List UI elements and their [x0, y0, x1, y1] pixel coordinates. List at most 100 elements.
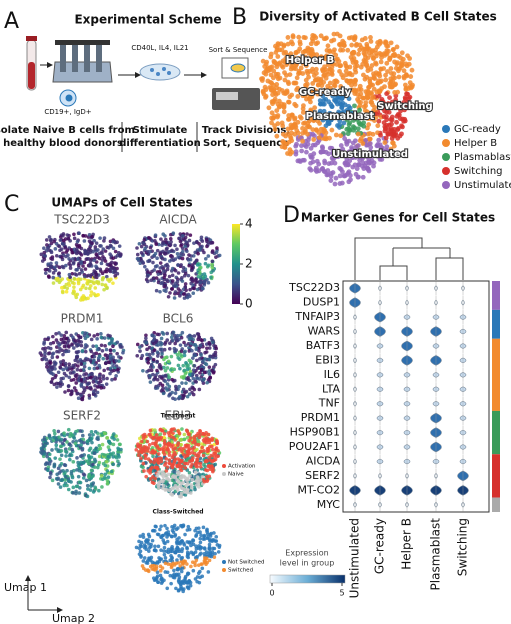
cell-point	[176, 588, 181, 593]
cell-point	[78, 480, 83, 485]
cell-point	[56, 370, 61, 375]
cell-point	[205, 530, 210, 534]
cell-point	[90, 235, 94, 239]
cell-point	[139, 459, 143, 463]
cell-point	[201, 438, 206, 442]
cell-point	[83, 274, 87, 279]
cell-point	[177, 463, 182, 468]
cell-point	[361, 72, 366, 78]
cell-point	[146, 270, 150, 274]
cell-point	[387, 95, 392, 100]
cell-point	[175, 567, 180, 572]
cell-point	[99, 332, 103, 336]
cell-point	[70, 271, 75, 276]
cell-point	[311, 151, 317, 157]
cell-point	[210, 436, 214, 441]
cell-point	[162, 445, 166, 449]
cell-point	[207, 445, 212, 449]
cell-point	[173, 341, 177, 346]
cell-point	[204, 362, 209, 367]
cell-point	[181, 363, 186, 368]
cell-point	[47, 433, 52, 438]
cell-point	[59, 380, 63, 384]
cell-point	[151, 357, 156, 362]
cell-point	[293, 50, 299, 56]
cell-point	[48, 475, 52, 480]
cell-point	[89, 279, 93, 284]
cell-point	[364, 74, 370, 80]
cell-point	[355, 97, 360, 102]
cell-point	[104, 460, 109, 464]
cell-point	[186, 555, 191, 560]
cell-point	[182, 474, 186, 479]
cell-point	[198, 536, 203, 541]
cell-point	[46, 337, 50, 342]
cell-point	[139, 244, 144, 249]
cell-point	[199, 533, 203, 537]
cell-point	[371, 160, 377, 166]
dendrogram	[354, 237, 464, 280]
cell-point	[268, 72, 274, 78]
cell-point	[92, 457, 97, 462]
cell-point	[76, 391, 80, 396]
cell-point	[153, 238, 157, 243]
cell-point	[166, 562, 171, 566]
cell-point	[293, 63, 299, 68]
cell-point	[198, 540, 203, 545]
cell-point	[51, 372, 55, 377]
cell-point	[341, 173, 347, 179]
cell-point	[288, 122, 294, 128]
cell-point	[173, 534, 177, 538]
cell-point	[176, 470, 180, 475]
cell-point	[349, 35, 355, 40]
cell-point	[167, 441, 171, 446]
cell-point	[165, 278, 169, 282]
colorbar-tick-label: 4	[245, 217, 253, 231]
cell-point	[44, 238, 49, 242]
cell-point	[202, 479, 207, 484]
cell-point	[401, 74, 407, 80]
cell-point	[153, 233, 158, 237]
cell-point	[198, 433, 202, 437]
cell-point	[199, 449, 204, 454]
cell-point	[50, 352, 55, 357]
cell-point	[162, 545, 167, 550]
cell-point	[46, 274, 51, 279]
cell-point	[107, 448, 112, 452]
cell-point	[197, 242, 201, 246]
cell-point	[180, 256, 185, 261]
cell-point	[143, 264, 147, 269]
cell-point	[99, 343, 104, 348]
cell-point	[366, 91, 372, 97]
cell-point	[339, 72, 345, 78]
cell-point	[59, 453, 64, 458]
cell-point	[189, 341, 193, 346]
cell-point	[54, 241, 59, 246]
cell-point	[79, 268, 84, 272]
cell-point	[191, 356, 195, 360]
cell-point	[148, 477, 153, 481]
cell-point	[407, 94, 413, 100]
cell-point	[198, 461, 203, 466]
cell-point	[371, 71, 376, 77]
cell-point	[315, 40, 321, 46]
cell-point	[311, 137, 317, 142]
cell-point	[383, 135, 389, 141]
cell-point	[52, 265, 57, 270]
cell-point	[102, 336, 107, 340]
cell-point	[137, 241, 142, 246]
cell-point	[170, 257, 174, 262]
cell-point	[211, 466, 215, 471]
cell-point	[305, 70, 311, 76]
cell-point	[198, 547, 203, 551]
cell-point	[179, 443, 183, 447]
cell-point	[60, 264, 65, 269]
cell-point	[53, 268, 58, 273]
cell-point	[173, 452, 178, 457]
cell-point	[75, 239, 80, 244]
cell-point	[343, 63, 349, 69]
cell-point	[360, 155, 365, 160]
cell-point	[70, 250, 75, 255]
cell-point	[85, 494, 90, 499]
cell-point	[301, 120, 306, 126]
